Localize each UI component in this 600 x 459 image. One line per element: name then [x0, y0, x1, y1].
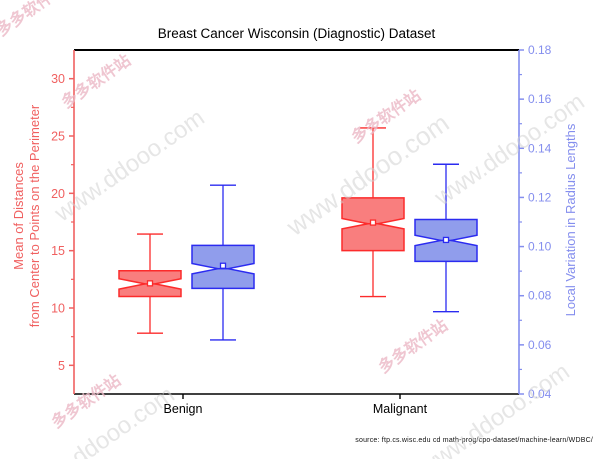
right-tick-label: 0.14	[528, 141, 552, 155]
right-tick-label: 0.18	[528, 43, 552, 57]
right-tick-label: 0.08	[528, 289, 552, 303]
x-tick-label-benign: Benign	[164, 402, 203, 416]
right-tick-label: 0.06	[528, 338, 552, 352]
right-tick-label: 0.16	[528, 92, 552, 106]
right-tick-label: 0.12	[528, 190, 552, 204]
box-red-benign-mean-marker	[146, 280, 154, 287]
source-note: source: ftp.cs.wisc.edu cd math-prog/cpo…	[355, 437, 593, 444]
left-tick-label: 5	[58, 359, 65, 373]
left-tick-label: 20	[51, 187, 65, 201]
x-tick-label-malignant: Malignant	[373, 402, 428, 416]
left-tick-label: 15	[51, 244, 65, 258]
right-tick-label: 0.10	[528, 240, 552, 254]
left-tick-label: 25	[51, 130, 65, 144]
box-red-malignant-mean-marker	[369, 219, 377, 226]
left-tick-label: 30	[51, 72, 65, 86]
box-blue-benign-mean-marker	[219, 262, 227, 269]
page-title: Breast Cancer Wisconsin (Diagnostic) Dat…	[157, 26, 436, 41]
left-tick-label: 10	[51, 302, 65, 316]
right-tick-label: 0.04	[528, 387, 552, 401]
box-blue-malignant-mean-marker	[442, 236, 450, 244]
